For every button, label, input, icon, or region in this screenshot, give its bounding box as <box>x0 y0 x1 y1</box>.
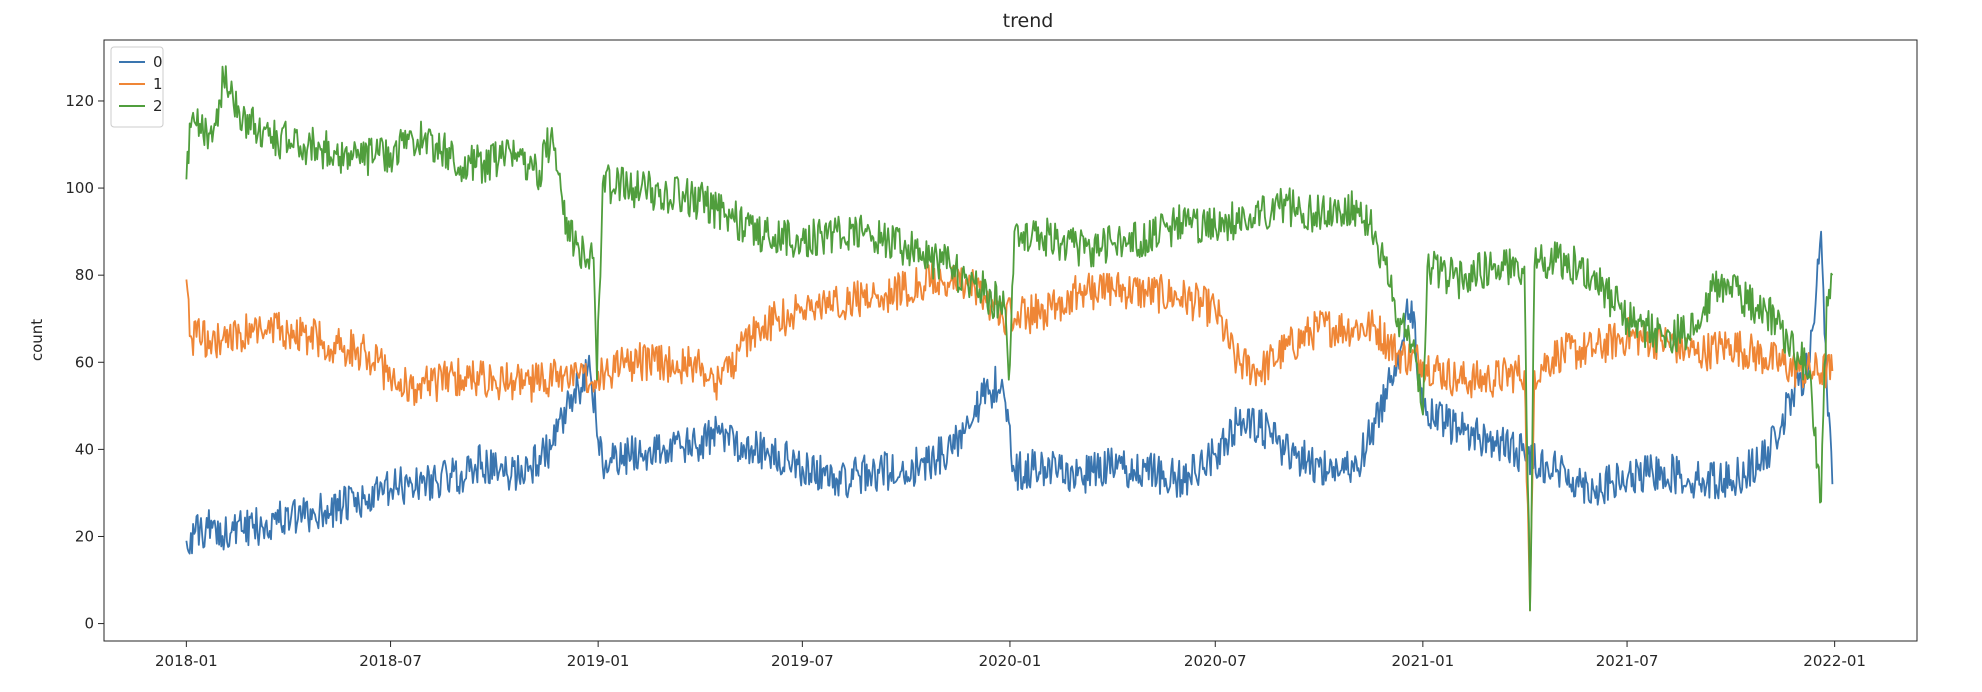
x-tick-label: 2018-01 <box>155 652 218 670</box>
legend-label-1: 1 <box>153 75 163 93</box>
x-tick-label: 2021-07 <box>1596 652 1659 670</box>
series-line-0 <box>185 230 1834 555</box>
chart-title: trend <box>1003 10 1054 32</box>
x-tick-label: 2020-07 <box>1184 652 1247 670</box>
y-tick-label: 80 <box>75 266 94 284</box>
y-tick-label: 40 <box>75 440 94 458</box>
y-axis-label: count <box>28 319 46 361</box>
x-tick-label: 2019-01 <box>567 652 630 670</box>
y-tick-label: 100 <box>65 179 94 197</box>
x-axis-ticks: 2018-01 2018-07 2019-01 2019-07 2020-01 2020-… <box>155 641 1866 670</box>
x-tick-label: 2022-01 <box>1803 652 1866 670</box>
y-tick-label: 120 <box>65 92 94 110</box>
y-tick-label: 60 <box>75 353 94 371</box>
x-tick-label: 2019-07 <box>771 652 834 670</box>
y-axis-ticks: 0 20 40 60 80 100 120 <box>65 92 104 633</box>
y-tick-label: 20 <box>75 527 94 545</box>
y-tick-label: 0 <box>84 615 94 633</box>
legend: 0 1 2 <box>110 46 164 128</box>
x-tick-label: 2020-01 <box>979 652 1042 670</box>
legend-label-0: 0 <box>153 53 163 71</box>
series-line-2 <box>185 65 1834 612</box>
x-tick-label: 2021-01 <box>1392 652 1455 670</box>
plot-frame <box>103 39 1918 642</box>
x-tick-label: 2018-07 <box>359 652 422 670</box>
series-layer <box>185 65 1834 612</box>
legend-label-2: 2 <box>153 97 163 115</box>
series-line-1 <box>185 262 1834 612</box>
